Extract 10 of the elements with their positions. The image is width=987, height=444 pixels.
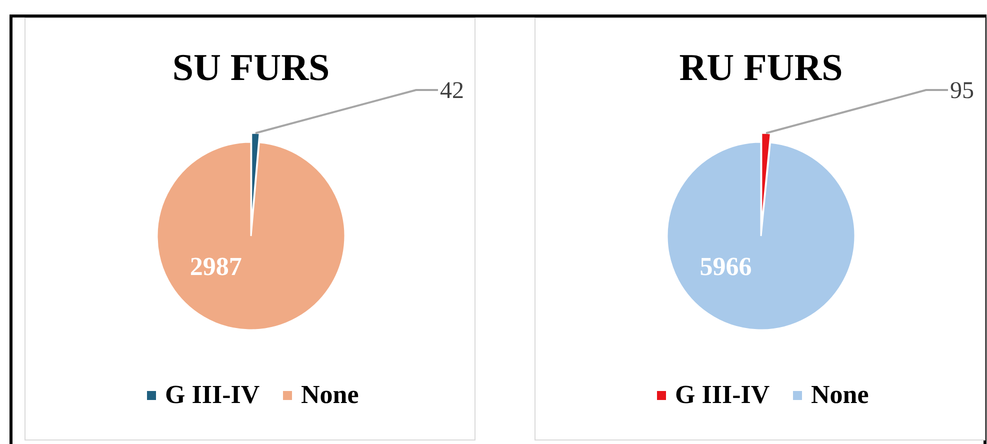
data-label: 95: [950, 78, 974, 104]
chart-title: RU FURS: [679, 47, 843, 89]
legend-label: None: [811, 380, 869, 409]
legend-label: G III-IV: [675, 380, 770, 409]
legend-label: G III-IV: [165, 380, 260, 409]
data-label: 2987: [190, 252, 242, 282]
data-label: 5966: [700, 252, 752, 282]
chart-title: SU FURS: [172, 47, 330, 89]
data-label: 42: [440, 78, 464, 104]
legend-label: None: [301, 380, 359, 409]
